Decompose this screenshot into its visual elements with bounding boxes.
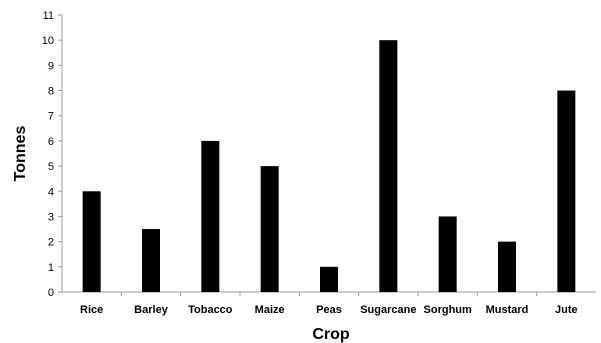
bar-jute — [557, 90, 576, 292]
y-tick-label: 3 — [48, 211, 54, 223]
bar-mustard — [498, 241, 516, 292]
x-category-label: Sorghum — [424, 304, 472, 316]
bar-sugarcane — [379, 40, 398, 292]
x-axis — [62, 291, 596, 296]
x-axis-title: Crop — [312, 326, 350, 343]
bar-tobacco — [201, 140, 220, 292]
x-category-label: Jute — [555, 304, 578, 316]
x-category-label: Maize — [255, 304, 285, 316]
category-labels: Rice Barley Tobacco Maize Peas Sugarcane Sorgh… — [80, 304, 578, 316]
x-category-label: Mustard — [486, 304, 529, 316]
y-axis-title: Tonnes — [12, 126, 29, 182]
bar-barley — [142, 229, 160, 292]
bar-maize — [260, 166, 279, 292]
bar-rice — [82, 191, 101, 292]
x-category-label: Peas — [316, 304, 342, 316]
y-tick-label: 11 — [43, 10, 54, 22]
y-tick-label: 8 — [48, 86, 54, 98]
y-tick-label: 1 — [48, 262, 54, 274]
bar-sorghum — [438, 216, 457, 292]
bar-peas — [320, 266, 338, 292]
x-category-label: Rice — [80, 304, 103, 316]
y-tick-label: 0 — [48, 287, 54, 299]
y-tick-label: 6 — [48, 136, 54, 148]
x-category-label: Sugarcane — [360, 304, 416, 316]
y-tick-label: 7 — [48, 111, 54, 123]
y-tick-label: 5 — [48, 161, 54, 173]
x-category-label: Barley — [134, 304, 169, 316]
bars — [82, 40, 576, 292]
y-tick-label: 10 — [42, 35, 54, 47]
y-tick-label: 2 — [48, 237, 54, 249]
y-tick-label: 4 — [48, 186, 54, 198]
x-category-label: Tobacco — [188, 304, 233, 316]
y-axis: 0 1 2 3 4 5 6 7 8 9 10 11 — [42, 10, 63, 299]
y-tick-label: 9 — [48, 60, 54, 72]
